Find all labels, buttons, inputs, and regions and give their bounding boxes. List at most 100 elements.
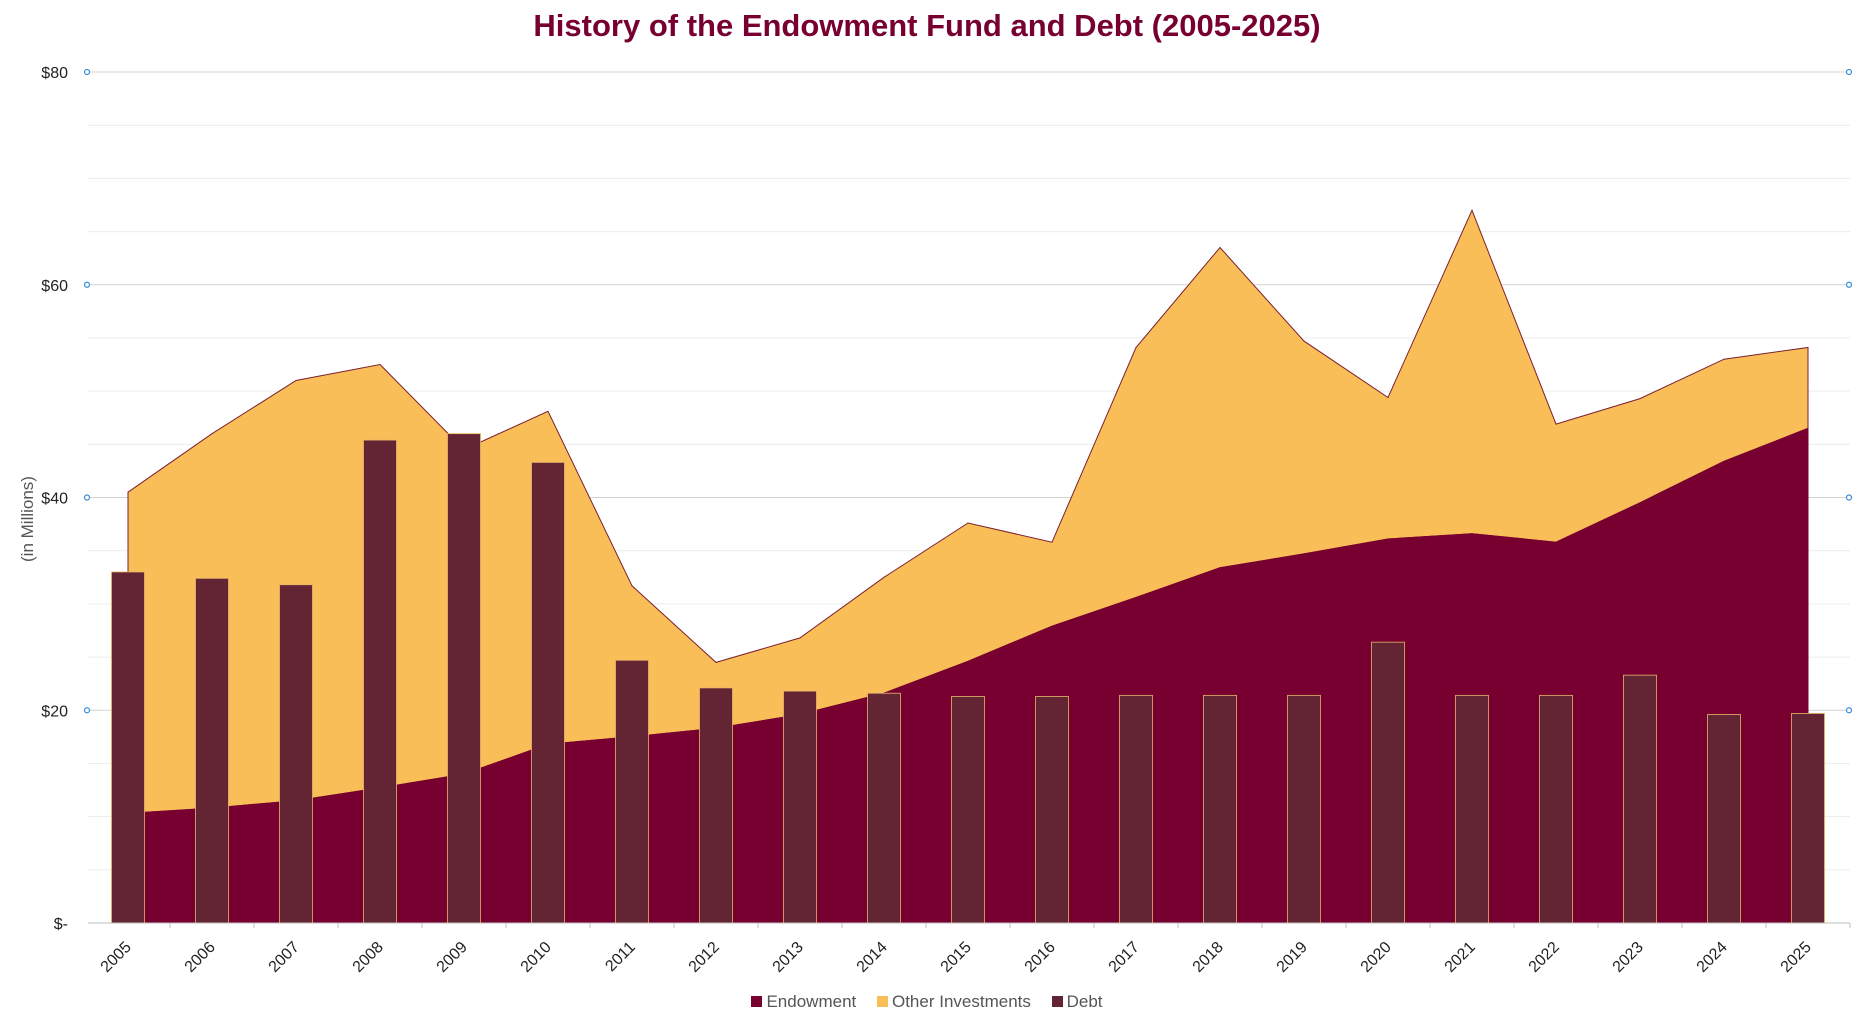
- point-other-investments: [1135, 347, 1137, 349]
- gridline-marker-right: [1845, 494, 1853, 501]
- point-other-investments: [1219, 247, 1221, 249]
- x-tick-label: 2021: [1442, 939, 1479, 976]
- gridline-marker-left: [83, 281, 91, 288]
- bar-debt: [1203, 694, 1237, 924]
- x-tick-label: 2020: [1358, 939, 1395, 976]
- bar-debt: [447, 433, 481, 924]
- point-endowment: [1051, 625, 1053, 627]
- bar-debt: [1791, 713, 1825, 924]
- legend-item-endowment: Endowment: [751, 992, 856, 1012]
- legend-item-debt: Debt: [1051, 992, 1103, 1012]
- point-other-investments: [715, 661, 717, 663]
- x-tick-label: 2016: [1022, 939, 1059, 976]
- y-axis-title: (in Millions): [18, 476, 37, 562]
- x-tick-label: 2009: [434, 939, 471, 976]
- point-other-investments: [799, 637, 801, 639]
- point-other-investments: [967, 522, 969, 524]
- chart-title: History of the Endowment Fund and Debt (…: [533, 8, 1321, 43]
- point-other-investments: [631, 585, 633, 587]
- point-endowment: [1555, 541, 1557, 543]
- bar-debt: [1623, 674, 1657, 924]
- x-tick-label: 2010: [518, 939, 555, 976]
- x-tick-label: 2008: [350, 939, 387, 976]
- x-tick-label: 2023: [1610, 939, 1647, 976]
- bar-debt: [363, 439, 397, 924]
- point-other-investments: [1471, 209, 1473, 211]
- gridline-marker-right: [1845, 707, 1853, 714]
- bar-debt: [783, 690, 817, 924]
- point-other-investments: [1555, 423, 1557, 425]
- bar-debt: [279, 584, 313, 924]
- bar-debt: [615, 659, 649, 924]
- point-endowment: [1387, 538, 1389, 540]
- point-other-investments: [1051, 541, 1053, 543]
- point-endowment: [1471, 533, 1473, 535]
- point-endowment: [1723, 460, 1725, 462]
- y-tick-label: $-: [54, 916, 68, 933]
- y-tick-label: $80: [41, 65, 68, 82]
- point-other-investments: [1807, 347, 1809, 349]
- x-tick-label: 2014: [854, 939, 891, 976]
- point-endowment: [1135, 596, 1137, 598]
- bar-debt: [531, 461, 565, 924]
- x-tick-label: 2017: [1106, 939, 1143, 976]
- x-tick-label: 2015: [938, 939, 975, 976]
- point-endowment: [1807, 427, 1809, 429]
- legend-label-endowment: Endowment: [766, 992, 857, 1011]
- x-tick-label: 2013: [770, 939, 807, 976]
- gridline-marker-right: [1845, 68, 1853, 76]
- bar-debt: [1371, 641, 1405, 924]
- legend-swatch-endowment: [751, 996, 763, 1007]
- y-tick-label: $60: [41, 278, 68, 295]
- gridline-marker-left: [83, 494, 91, 501]
- legend: Endowment Other Investments Debt: [0, 992, 1854, 1012]
- bar-debt: [1707, 714, 1741, 924]
- x-tick-label: 2011: [602, 939, 638, 975]
- x-tick-label: 2007: [266, 939, 303, 976]
- point-other-investments: [379, 364, 381, 366]
- legend-label-debt: Debt: [1066, 992, 1103, 1011]
- bar-debt: [1455, 694, 1489, 924]
- axes: 2005 2006 2007 2008 2009 2010 2011 2012 2013 2014…: [88, 922, 1851, 976]
- point-other-investments: [295, 379, 297, 381]
- gridline-marker-left: [83, 68, 91, 76]
- legend-swatch-other-investments: [876, 996, 888, 1007]
- bar-debt: [699, 687, 733, 924]
- bar-debt: [951, 696, 985, 924]
- x-tick-label: 2018: [1190, 939, 1227, 976]
- bar-debt: [111, 571, 145, 924]
- x-tick-label: 2025: [1778, 939, 1815, 976]
- bar-debt: [867, 692, 901, 924]
- y-tick-label: $40: [41, 491, 68, 508]
- x-tick-label: 2005: [98, 939, 135, 976]
- gridline-marker-right: [1845, 281, 1853, 288]
- bar-debt: [1287, 694, 1321, 924]
- point-endowment: [1219, 567, 1221, 569]
- y-tick-label: $20: [41, 703, 68, 720]
- point-other-investments: [1387, 397, 1389, 399]
- legend-item-other-investments: Other Investments: [876, 992, 1031, 1012]
- point-endowment: [1639, 502, 1641, 504]
- bar-debt: [1539, 694, 1573, 924]
- gridline-marker-left: [83, 707, 91, 714]
- point-other-investments: [883, 576, 885, 578]
- point-other-investments: [211, 433, 213, 435]
- bar-debt: [1035, 696, 1069, 924]
- point-other-investments: [127, 491, 129, 493]
- x-tick-label: 2019: [1274, 939, 1311, 976]
- bar-debt: [1119, 694, 1153, 924]
- point-other-investments: [1303, 340, 1305, 342]
- point-endowment: [967, 660, 969, 662]
- point-other-investments: [1639, 398, 1641, 400]
- x-tick-label: 2024: [1694, 939, 1731, 976]
- legend-label-other-investments: Other Investments: [891, 992, 1031, 1011]
- point-endowment: [1303, 553, 1305, 555]
- point-other-investments: [1723, 358, 1725, 360]
- legend-swatch-debt: [1051, 996, 1063, 1007]
- x-tick-label: 2012: [686, 939, 723, 976]
- bar-debt: [195, 577, 229, 924]
- point-other-investments: [547, 410, 549, 412]
- x-tick-label: 2022: [1526, 939, 1563, 976]
- x-tick-label: 2006: [182, 939, 219, 976]
